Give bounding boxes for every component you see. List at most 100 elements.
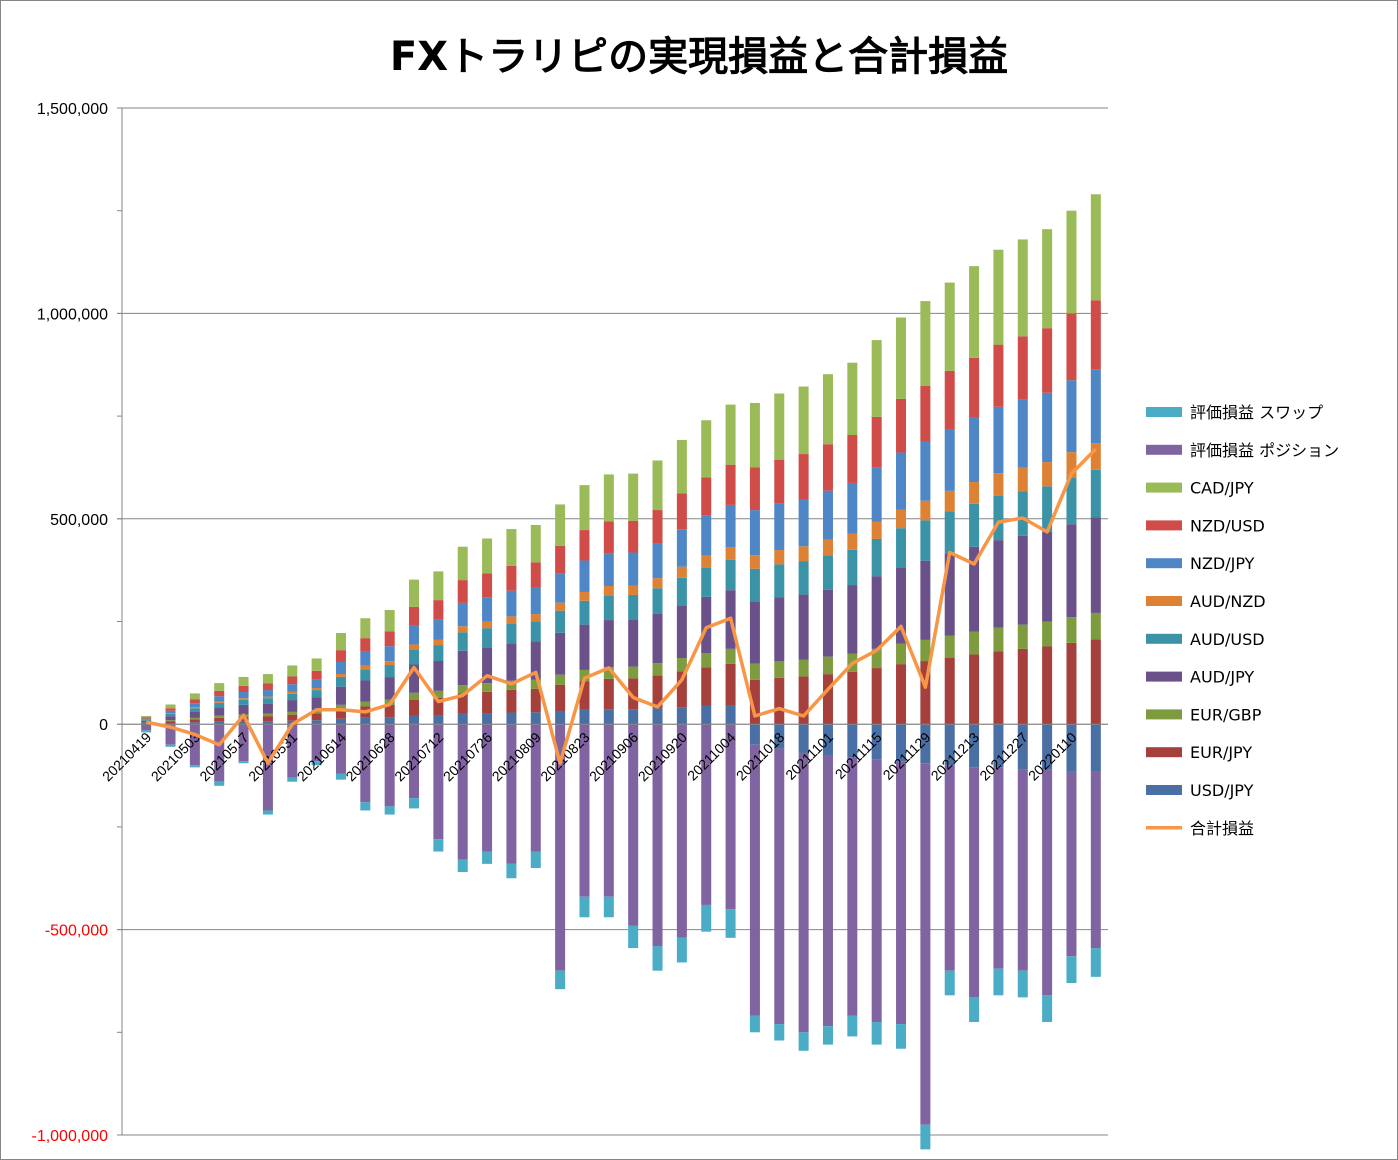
bar-aud-usd <box>287 693 298 701</box>
bar-eur-jpy <box>555 684 566 712</box>
legend-swatch <box>1146 747 1182 758</box>
bar-cad-jpy <box>1017 239 1028 337</box>
bar-eur-gbp <box>1066 617 1077 643</box>
bar-usd-jpy-negative <box>774 724 785 749</box>
bar-cad-jpy <box>676 439 687 494</box>
bar-nzd-usd <box>433 600 444 620</box>
bar-nzd-usd <box>944 370 955 430</box>
bar-unrealized-position <box>335 724 346 774</box>
legend-entry: AUD/JPY <box>1190 668 1254 687</box>
bar-unrealized-swap <box>725 909 736 938</box>
bar-aud-usd <box>262 698 273 704</box>
bar-aud-jpy <box>847 585 858 654</box>
bar-unrealized-swap <box>433 839 444 852</box>
bar-eur-jpy <box>944 657 955 725</box>
bar-aud-jpy <box>969 546 980 632</box>
bar-usd-jpy-negative <box>1017 724 1028 770</box>
bar-unrealized-position <box>506 724 517 864</box>
bar-unrealized-position <box>969 767 980 998</box>
bar-nzd-usd <box>506 565 517 591</box>
bar-aud-nzd <box>871 521 882 539</box>
bar-aud-nzd <box>433 639 444 646</box>
bar-nzd-usd <box>725 464 736 505</box>
bar-unrealized-position <box>482 724 493 852</box>
bar-usd-jpy-negative <box>993 724 1004 768</box>
bar-unrealized-swap <box>141 730 152 733</box>
bar-aud-usd <box>579 600 590 625</box>
bar-unrealized-swap <box>969 997 980 1023</box>
bar-unrealized-position <box>262 724 273 811</box>
bar-aud-nzd <box>1017 467 1028 492</box>
bar-eur-jpy <box>920 661 931 725</box>
bar-nzd-usd <box>457 580 468 603</box>
bar-nzd-jpy <box>335 661 346 674</box>
x-tick-label: 20210419 <box>99 729 155 785</box>
bar-aud-nzd <box>993 473 1004 496</box>
legend-entry: 評価損益 ポジション <box>1190 441 1339 460</box>
bar-aud-usd <box>506 623 517 644</box>
legend-swatch <box>1146 785 1182 795</box>
bar-aud-usd <box>214 702 225 708</box>
bar-unrealized-position <box>165 724 176 745</box>
bar-nzd-jpy <box>676 529 687 567</box>
bar-aud-nzd <box>1066 452 1077 478</box>
bar-unrealized-position <box>238 724 249 762</box>
bar-cad-jpy <box>482 538 493 574</box>
bar-unrealized-position <box>701 724 712 905</box>
bar-aud-usd <box>944 511 955 554</box>
legend-swatch <box>1146 520 1182 531</box>
bar-cad-jpy <box>141 715 152 718</box>
bar-nzd-usd <box>141 717 152 719</box>
bar-nzd-jpy <box>555 573 566 603</box>
bar-aud-usd <box>896 528 907 568</box>
bar-nzd-usd <box>676 493 687 530</box>
bar-aud-nzd <box>384 661 395 666</box>
bar-unrealized-position <box>530 724 541 852</box>
bar-nzd-jpy <box>652 543 663 579</box>
bar-aud-jpy <box>1017 535 1028 625</box>
bars <box>141 194 1101 1150</box>
bar-usd-jpy <box>409 715 420 725</box>
bar-aud-jpy <box>335 686 346 705</box>
bar-eur-jpy <box>335 709 346 719</box>
bar-nzd-jpy <box>141 718 152 720</box>
bar-aud-jpy <box>311 697 322 711</box>
bar-aud-usd <box>822 555 833 590</box>
bar-unrealized-swap <box>506 863 517 879</box>
bar-eur-jpy <box>993 651 1004 725</box>
bar-nzd-usd <box>311 670 322 680</box>
bar-usd-jpy-negative <box>1042 724 1053 770</box>
bar-eur-jpy <box>287 714 298 721</box>
bar-usd-jpy-negative <box>749 724 760 745</box>
bar-eur-gbp <box>969 631 980 655</box>
bar-aud-jpy <box>1066 524 1077 618</box>
bar-aud-jpy <box>628 619 639 667</box>
bar-eur-jpy <box>847 671 858 725</box>
bar-eur-gbp <box>1042 621 1053 647</box>
bar-aud-nzd <box>506 616 517 624</box>
bar-nzd-jpy <box>725 504 736 547</box>
bar-aud-nzd <box>335 673 346 677</box>
bar-eur-jpy <box>165 721 176 724</box>
bar-unrealized-position <box>847 757 858 1016</box>
bar-aud-nzd <box>701 555 712 568</box>
bar-cad-jpy <box>262 674 273 684</box>
bar-eur-gbp <box>798 659 809 677</box>
bar-cad-jpy <box>555 504 566 546</box>
legend-entry: AUD/NZD <box>1190 592 1266 611</box>
bar-nzd-usd <box>579 530 590 561</box>
bar-eur-gbp <box>335 704 346 710</box>
bar-unrealized-position <box>311 724 322 762</box>
bar-aud-jpy <box>214 707 225 716</box>
bar-aud-usd <box>676 577 687 606</box>
bar-nzd-usd <box>871 416 882 468</box>
bar-aud-jpy <box>262 703 273 714</box>
legend-swatch <box>1146 407 1182 417</box>
bar-nzd-jpy <box>993 406 1004 474</box>
bar-eur-jpy <box>652 675 663 709</box>
bar-aud-usd <box>628 594 639 620</box>
bar-cad-jpy <box>871 340 882 417</box>
bar-unrealized-swap <box>603 896 614 918</box>
bar-usd-jpy <box>506 712 517 725</box>
bar-usd-jpy <box>725 705 736 725</box>
